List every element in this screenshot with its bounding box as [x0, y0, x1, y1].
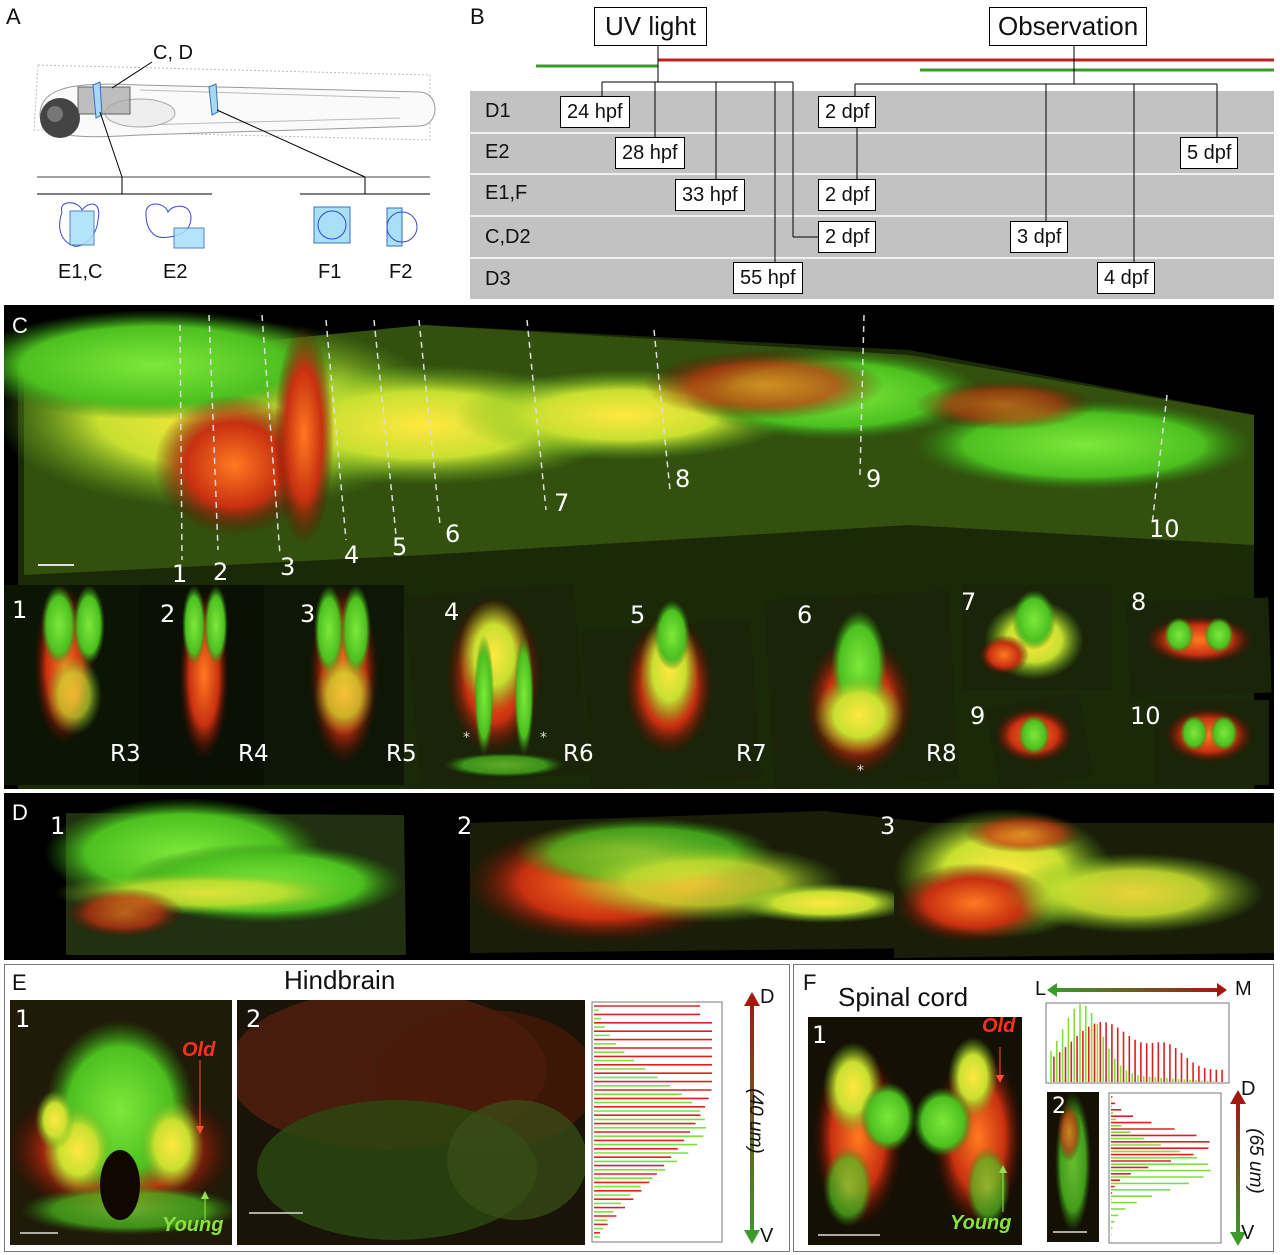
svg-text:*: * — [463, 730, 470, 746]
row-d1: D1 — [485, 100, 511, 122]
callout-cd: C, D — [153, 42, 193, 64]
panel-e-sub2: 2 — [246, 1005, 262, 1033]
section-line-4: 4 — [344, 541, 360, 569]
section-line-2: 2 — [213, 558, 229, 586]
f-axis-d: D — [1241, 1078, 1256, 1100]
panel-a-label: A — [6, 4, 21, 29]
panel-f-label: F — [803, 970, 817, 995]
rhombomere-r8: R8 — [926, 741, 957, 767]
cross-7-label: 7 — [961, 588, 977, 616]
rhombomere-r6: R6 — [563, 741, 594, 767]
section-e2-label: E2 — [163, 261, 188, 283]
time-4dpf: 4 dpf — [1097, 262, 1156, 294]
section-e1c-label: E1,C — [58, 261, 103, 283]
time-2dpf-cd2: 2 dpf — [818, 221, 877, 253]
section-line-5: 5 — [392, 533, 408, 561]
lm-axis — [1047, 983, 1227, 997]
rhombomere-r5: R5 — [386, 741, 417, 767]
panel-f-sub1: 1 — [812, 1021, 828, 1049]
rhombomere-r3: R3 — [110, 741, 141, 767]
row-e1f: E1,F — [485, 182, 528, 204]
section-f1-label: F1 — [318, 261, 342, 283]
timeline-lines — [470, 46, 1274, 262]
row-d3: D3 — [485, 268, 511, 290]
cross-9-label: 9 — [970, 702, 986, 730]
section-line-10: 10 — [1149, 515, 1180, 543]
rhombomere-r4: R4 — [238, 741, 269, 767]
section-line-6: 6 — [445, 520, 461, 548]
hindbrain-histogram — [591, 1001, 723, 1243]
e-axis-depth: (40 um) — [745, 1088, 766, 1154]
cross-section-tiles: * * * — [4, 585, 1272, 789]
panel-d-sub2: 2 — [457, 812, 473, 840]
svg-text:*: * — [540, 730, 547, 746]
section-line-3: 3 — [280, 553, 296, 581]
dv-axis-f — [1230, 1090, 1246, 1246]
f-axis-l: L — [1035, 978, 1047, 1000]
lm-histogram — [1045, 1002, 1230, 1084]
panel-e-label: E — [12, 970, 27, 995]
spinal-depth-image — [1047, 1092, 1099, 1242]
section-line-7: 7 — [554, 489, 570, 517]
time-5dpf: 5 dpf — [1180, 137, 1239, 169]
f-axis-v: V — [1241, 1222, 1255, 1244]
old-label-f: Old — [982, 1015, 1016, 1037]
time-28hpf: 28 hpf — [615, 137, 685, 169]
panel-f-frame — [793, 964, 1274, 1252]
panel-d-sub3: 3 — [880, 812, 896, 840]
cross-4-label: 4 — [444, 598, 460, 626]
f-axis-depth: (65 um) — [1245, 1128, 1266, 1194]
panel-f-sub2: 2 — [1052, 1094, 1066, 1119]
time-55hpf: 55 hpf — [733, 262, 803, 294]
cross-3-label: 3 — [300, 600, 316, 628]
cross-6-label: 6 — [797, 601, 813, 629]
young-label-e: Young — [162, 1214, 224, 1236]
young-label-f: Young — [950, 1212, 1012, 1234]
panel-e-frame — [4, 964, 790, 1252]
cross-2-label: 2 — [160, 600, 176, 628]
section-line-9: 9 — [866, 465, 882, 493]
time-2dpf-e1f: 2 dpf — [818, 179, 877, 211]
cross-10-label: 10 — [1130, 702, 1161, 730]
cross-5-label: 5 — [630, 601, 646, 629]
panel-e-sub1: 1 — [15, 1005, 31, 1033]
e-axis-v: V — [760, 1225, 774, 1247]
uv-light-box: UV light — [594, 7, 708, 46]
section-line-1: 1 — [172, 560, 188, 588]
section-line-8: 8 — [675, 465, 691, 493]
cross-1-label: 1 — [12, 596, 28, 624]
hindbrain-depth-image — [237, 1000, 585, 1245]
f-axis-m: M — [1235, 978, 1252, 1000]
spinal-section-image — [808, 1017, 1022, 1245]
section-f2-label: F2 — [389, 261, 413, 283]
row-e2: E2 — [485, 141, 510, 163]
panel-b-label: B — [470, 4, 485, 29]
panel-d-sub1: 1 — [50, 812, 66, 840]
region-box — [77, 86, 131, 115]
panel-d-images — [44, 798, 1274, 958]
old-label-e: Old — [182, 1039, 216, 1061]
rhombomere-r7: R7 — [736, 741, 767, 767]
time-24hpf: 24 hpf — [560, 96, 630, 128]
panel-d-label: D — [12, 800, 28, 825]
cross-8-label: 8 — [1131, 588, 1147, 616]
fish-schematic — [33, 61, 436, 249]
e-axis-d: D — [760, 986, 775, 1008]
panel-c-label: C — [12, 313, 28, 338]
spinal-cord-title: Spinal cord — [838, 982, 969, 1012]
time-33hpf: 33 hpf — [675, 179, 745, 211]
hindbrain-title: Hindbrain — [284, 965, 396, 995]
svg-text:*: * — [857, 763, 864, 779]
dv-histogram-f — [1108, 1092, 1222, 1244]
time-3dpf: 3 dpf — [1010, 221, 1069, 253]
observation-box: Observation — [989, 7, 1148, 46]
hindbrain-section-image — [10, 1000, 232, 1245]
time-2dpf-d1: 2 dpf — [818, 96, 877, 128]
row-cd2: C,D2 — [485, 226, 531, 248]
dv-axis-e — [744, 992, 760, 1244]
